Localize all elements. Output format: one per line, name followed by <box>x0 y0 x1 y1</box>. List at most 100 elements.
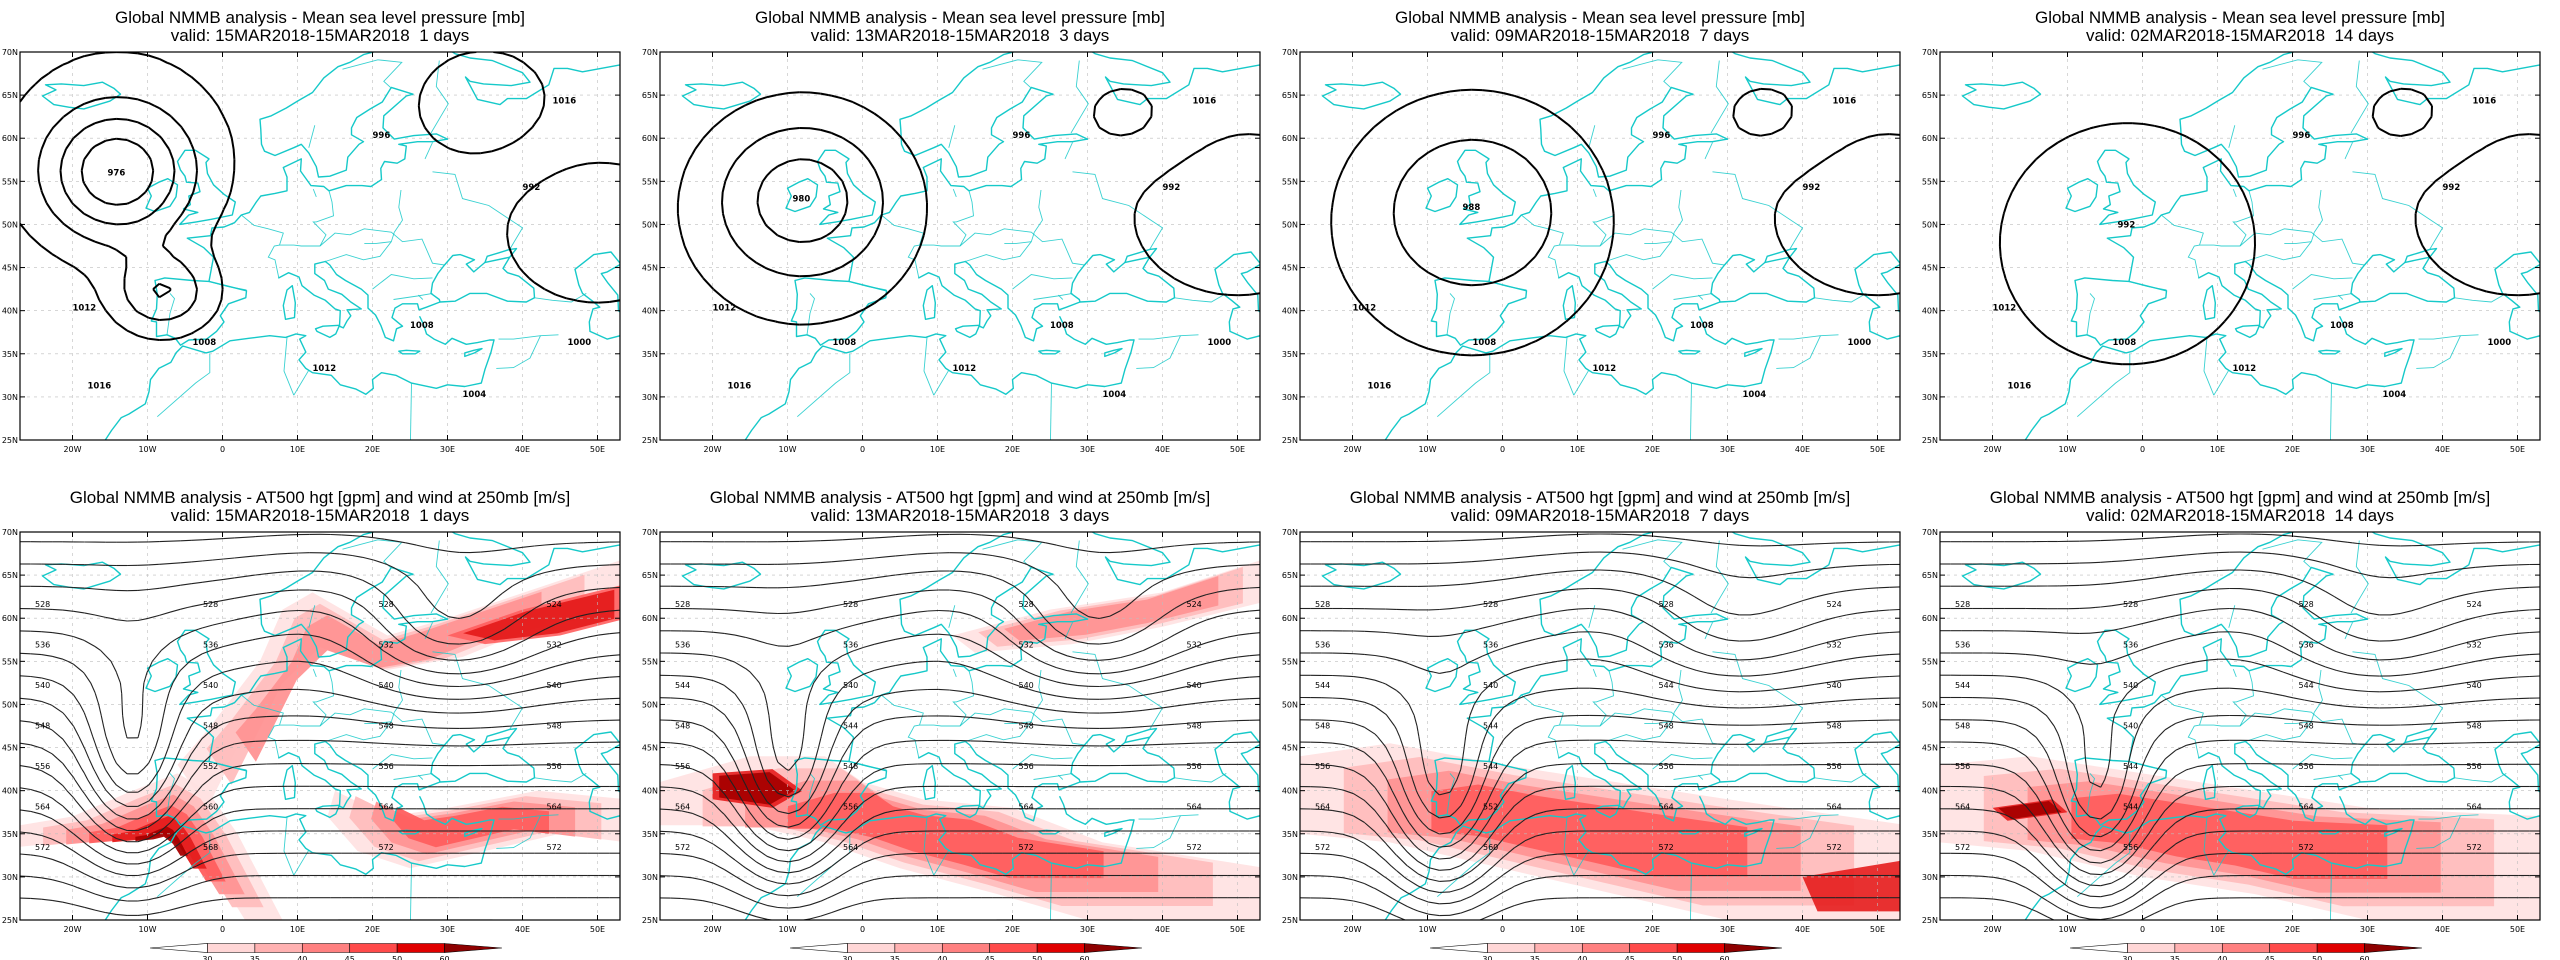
coastline <box>1604 733 1816 822</box>
latitude-label: 45N <box>2 744 18 753</box>
height-value-label: 556 <box>1315 762 1330 771</box>
coastline <box>2234 804 2261 819</box>
colorbar-tick-label: 40 <box>297 955 307 960</box>
isobar-value-label: 992 <box>523 183 541 193</box>
isobar-value-label: 1016 <box>1193 97 1217 107</box>
isobar-value-label: 1004 <box>1743 390 1767 400</box>
colorbar-segment <box>207 943 256 953</box>
coastline <box>1430 277 1528 346</box>
longitude-label: 30E <box>1720 925 1735 934</box>
country-border <box>293 849 310 876</box>
latitude-label: 25N <box>642 436 658 445</box>
low-center-label: 992 <box>2118 220 2136 230</box>
latitude-label: 50N <box>2 220 18 229</box>
isobar-value-label: 1008 <box>2330 321 2354 331</box>
coastline <box>2404 247 2438 264</box>
country-border <box>2199 708 2365 746</box>
latitude-label: 25N <box>1282 436 1298 445</box>
country-border <box>2213 849 2230 876</box>
isobars <box>1330 87 1900 357</box>
height-value-label: 528 <box>203 600 218 609</box>
height-value-label: 548 <box>1659 722 1674 731</box>
coastline <box>2070 757 2168 826</box>
panel-title: Global NMMB analysis - Mean sea level pr… <box>2034 8 2446 27</box>
latitude-label: 45N <box>642 264 658 273</box>
country-border <box>1712 171 1804 250</box>
height-value-label: 532 <box>1187 641 1202 650</box>
height-value-label: 524 <box>2467 600 2482 609</box>
coastline <box>186 618 449 763</box>
colorbar-tick-label: 50 <box>2312 955 2322 960</box>
latitude-label: 45N <box>1282 744 1298 753</box>
coastline <box>1961 81 2042 110</box>
country-border <box>1446 773 1456 815</box>
coastline <box>259 52 620 178</box>
latitude-label: 65N <box>2 91 18 100</box>
map-content: 528 536 544 548 556 564 572 528 536 540 540 544 544 5… <box>1940 532 2540 920</box>
isobar-value-label: 1012 <box>1353 304 1377 314</box>
height-value-label: 532 <box>379 641 394 650</box>
colorbar-segment <box>1581 943 1631 953</box>
geopotential-height-contours <box>1300 533 1900 920</box>
isobar-value-label: 996 <box>1653 131 1671 141</box>
country-border <box>1050 863 1052 920</box>
isobar-value-label: 1012 <box>713 304 737 314</box>
country-border <box>2313 772 2353 780</box>
isobar-value-label: 1000 <box>1208 338 1232 348</box>
colorbar-segment <box>989 943 1038 953</box>
country-border <box>1563 817 1575 876</box>
latitude-label: 25N <box>2 916 18 925</box>
height-value-label: 548 <box>1019 722 1034 731</box>
height-value-label: 524 <box>1187 600 1202 609</box>
isobar-value-label: 1016 <box>553 97 577 107</box>
height-value-label: 564 <box>2299 803 2314 812</box>
colorbar-segment <box>1676 943 1725 953</box>
country-border <box>923 817 935 876</box>
z500-wind-map-panel: Global NMMB analysis - AT500 hgt [gpm] a… <box>640 480 1280 960</box>
wind-colorbar: 30 35 40 45 50 60 <box>789 943 1143 960</box>
height-value-label: 540 <box>1019 681 1034 690</box>
longitude-label: 10W <box>1418 925 1436 934</box>
country-border <box>948 125 956 148</box>
height-value-label: 540 <box>1827 681 1842 690</box>
coastline <box>1744 347 1763 358</box>
coastline <box>2202 285 2216 320</box>
longitude-label: 10E <box>930 925 945 934</box>
latitude-label: 40N <box>642 787 658 796</box>
height-value-label: 564 <box>1659 803 1674 812</box>
colorbar-segment <box>254 943 303 953</box>
isobar-value-label: 1004 <box>1103 390 1127 400</box>
country-border <box>1778 334 1839 340</box>
country-border <box>1563 337 1575 396</box>
country-border <box>1573 849 1590 876</box>
coastline <box>2179 52 2540 178</box>
country-border <box>393 772 433 780</box>
colorbar-tick-label: 60 <box>1079 955 1089 960</box>
colorbar-segment <box>396 943 445 953</box>
colorbar-tick-label: 40 <box>937 955 947 960</box>
latitude-label: 25N <box>1922 916 1938 925</box>
coastline <box>2198 260 2282 329</box>
latitude-label: 35N <box>2 350 18 359</box>
latitude-label: 25N <box>2 436 18 445</box>
longitude-label: 50E <box>1230 925 1245 934</box>
map-frame <box>19 51 621 441</box>
country-border <box>283 817 295 876</box>
height-value-label: 548 <box>675 722 690 731</box>
coastline <box>2024 333 2415 440</box>
latitude-label: 65N <box>1922 91 1938 100</box>
height-value-label: 544 <box>2299 681 2314 690</box>
isobar-value-label: 1016 <box>1368 381 1392 391</box>
country-border <box>2453 773 2507 783</box>
colorbar-tick-label: 50 <box>392 955 402 960</box>
coastline <box>613 515 641 524</box>
coastline <box>2234 324 2261 339</box>
coastline <box>1384 813 1775 920</box>
longitude-label: 20E <box>365 445 380 454</box>
country-border <box>1573 369 1590 396</box>
height-value-label: 556 <box>843 803 858 812</box>
country-border <box>2313 189 2323 233</box>
latitude-label: 65N <box>1282 91 1298 100</box>
coastline <box>1604 253 1816 342</box>
country-border <box>1673 772 1713 780</box>
